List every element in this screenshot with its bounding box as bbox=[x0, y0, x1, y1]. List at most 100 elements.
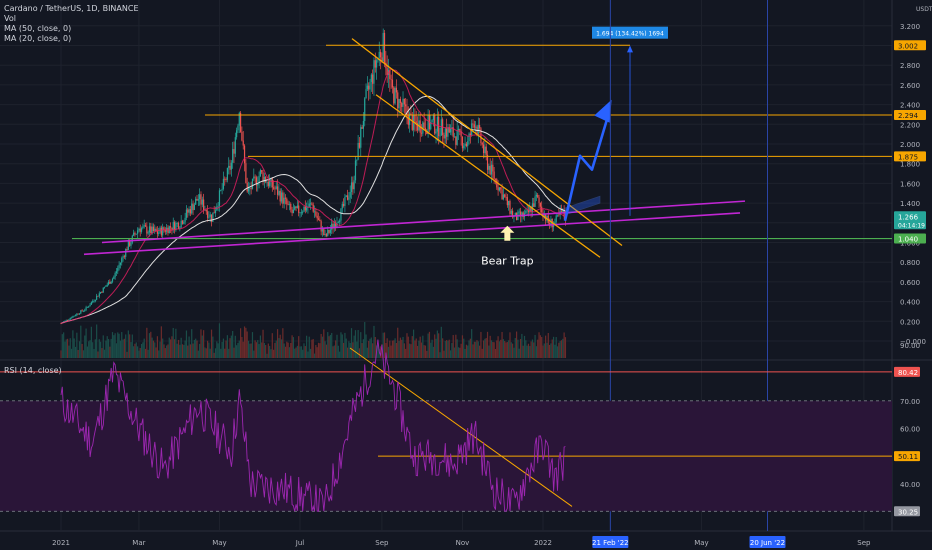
volume-bar bbox=[284, 346, 287, 358]
candle-body bbox=[438, 116, 440, 137]
candle-body bbox=[496, 179, 498, 188]
volume-bar bbox=[168, 337, 170, 358]
volume-bar bbox=[422, 335, 424, 358]
volume-bar bbox=[509, 332, 511, 358]
volume-bar bbox=[543, 343, 545, 358]
volume-bar bbox=[82, 350, 85, 358]
volume-bar bbox=[449, 350, 452, 358]
volume-bar bbox=[541, 336, 543, 358]
candle-body bbox=[274, 188, 276, 190]
candle-body bbox=[394, 87, 396, 104]
candle-body bbox=[494, 178, 497, 180]
candle-body bbox=[549, 223, 551, 225]
volume-bar bbox=[312, 339, 314, 358]
candle-body bbox=[361, 127, 363, 129]
candle-body bbox=[464, 143, 466, 146]
volume-bar bbox=[542, 345, 544, 358]
candle-body bbox=[218, 190, 221, 206]
price-tick-label: 2.600 bbox=[900, 82, 920, 90]
price-tick-label: −0.000 bbox=[900, 338, 926, 346]
candle-body bbox=[287, 204, 289, 206]
candle-body bbox=[197, 199, 199, 201]
volume-bar bbox=[119, 340, 122, 358]
candle-body bbox=[481, 143, 483, 145]
candle-body bbox=[151, 226, 153, 234]
candle-body bbox=[212, 212, 214, 222]
candle-body bbox=[439, 135, 441, 137]
candle-body bbox=[107, 281, 110, 285]
volume-bar bbox=[177, 339, 180, 358]
volume-bar bbox=[317, 342, 320, 358]
volume-bar bbox=[486, 331, 489, 358]
candle-body bbox=[147, 232, 149, 234]
candle-body bbox=[135, 233, 137, 235]
legend-ma20[interactable]: MA (20, close, 0) bbox=[4, 34, 72, 43]
volume-bar bbox=[212, 336, 214, 358]
volume-bar bbox=[471, 329, 473, 358]
candle-body bbox=[214, 210, 217, 214]
volume-bar bbox=[416, 345, 419, 358]
volume-bar bbox=[109, 346, 111, 358]
candle-body bbox=[556, 214, 559, 216]
volume-bar bbox=[110, 338, 112, 358]
volume-bar bbox=[521, 333, 523, 358]
measure-label: 1.694 (134.42%) 1694 bbox=[596, 31, 664, 38]
volume-bar bbox=[385, 342, 387, 358]
time-marker-label: 21 Feb '22 bbox=[592, 539, 629, 547]
volume-bar bbox=[115, 343, 118, 358]
time-marker-label: 20 Jun '22 bbox=[750, 539, 785, 547]
volume-bar bbox=[205, 348, 207, 358]
candle-body bbox=[204, 209, 206, 211]
volume-bar bbox=[349, 342, 351, 358]
candle-body bbox=[405, 104, 407, 107]
volume-bar bbox=[218, 323, 221, 358]
candle-body bbox=[482, 144, 485, 154]
measure-label-box bbox=[592, 26, 668, 39]
volume-bar bbox=[409, 343, 411, 358]
candle-body bbox=[262, 172, 264, 182]
candle-body bbox=[448, 127, 450, 133]
volume-bar bbox=[138, 350, 140, 358]
candle-body bbox=[374, 60, 376, 68]
volume-bar bbox=[551, 339, 553, 358]
volume-bar bbox=[481, 348, 483, 358]
candle-body bbox=[265, 176, 267, 183]
volume-bar bbox=[151, 337, 153, 358]
volume-bar bbox=[550, 343, 552, 358]
volume-bar bbox=[294, 348, 296, 358]
candle-body bbox=[509, 200, 511, 214]
volume-bar bbox=[443, 350, 445, 358]
candle-body bbox=[420, 132, 423, 134]
candle-body bbox=[144, 225, 147, 227]
candle-body bbox=[435, 131, 437, 134]
volume-bar bbox=[92, 342, 94, 358]
legend-rsi[interactable]: RSI (14, close) bbox=[4, 366, 62, 375]
legend-vol[interactable]: Vol bbox=[4, 14, 16, 23]
volume-bar bbox=[526, 345, 528, 358]
volume-bar bbox=[514, 338, 516, 358]
volume-bar bbox=[127, 330, 129, 358]
legend-symbol[interactable]: Cardano / TetherUS, 1D, BINANCE bbox=[4, 4, 139, 13]
volume-bar bbox=[460, 343, 462, 358]
volume-bar bbox=[271, 333, 273, 358]
volume-bar bbox=[350, 328, 353, 358]
volume-bar bbox=[173, 339, 176, 358]
volume-bar bbox=[341, 334, 343, 358]
volume-bar bbox=[497, 336, 499, 358]
time-marker-box bbox=[749, 536, 786, 548]
candle-body bbox=[354, 160, 357, 181]
volume-bar bbox=[424, 345, 427, 358]
price-marker-label: 1.266 bbox=[898, 213, 919, 221]
volume-bar bbox=[477, 341, 479, 358]
volume-bar bbox=[525, 340, 527, 358]
candle-body bbox=[353, 180, 355, 190]
candle-body bbox=[121, 258, 123, 263]
candle-body bbox=[247, 188, 250, 192]
candle-body bbox=[185, 209, 188, 218]
volume-bar bbox=[203, 330, 205, 358]
candle-body bbox=[100, 292, 102, 294]
candle-body bbox=[364, 98, 366, 122]
legend-ma50[interactable]: MA (50, close, 0) bbox=[4, 24, 72, 33]
volume-bar bbox=[447, 340, 449, 358]
